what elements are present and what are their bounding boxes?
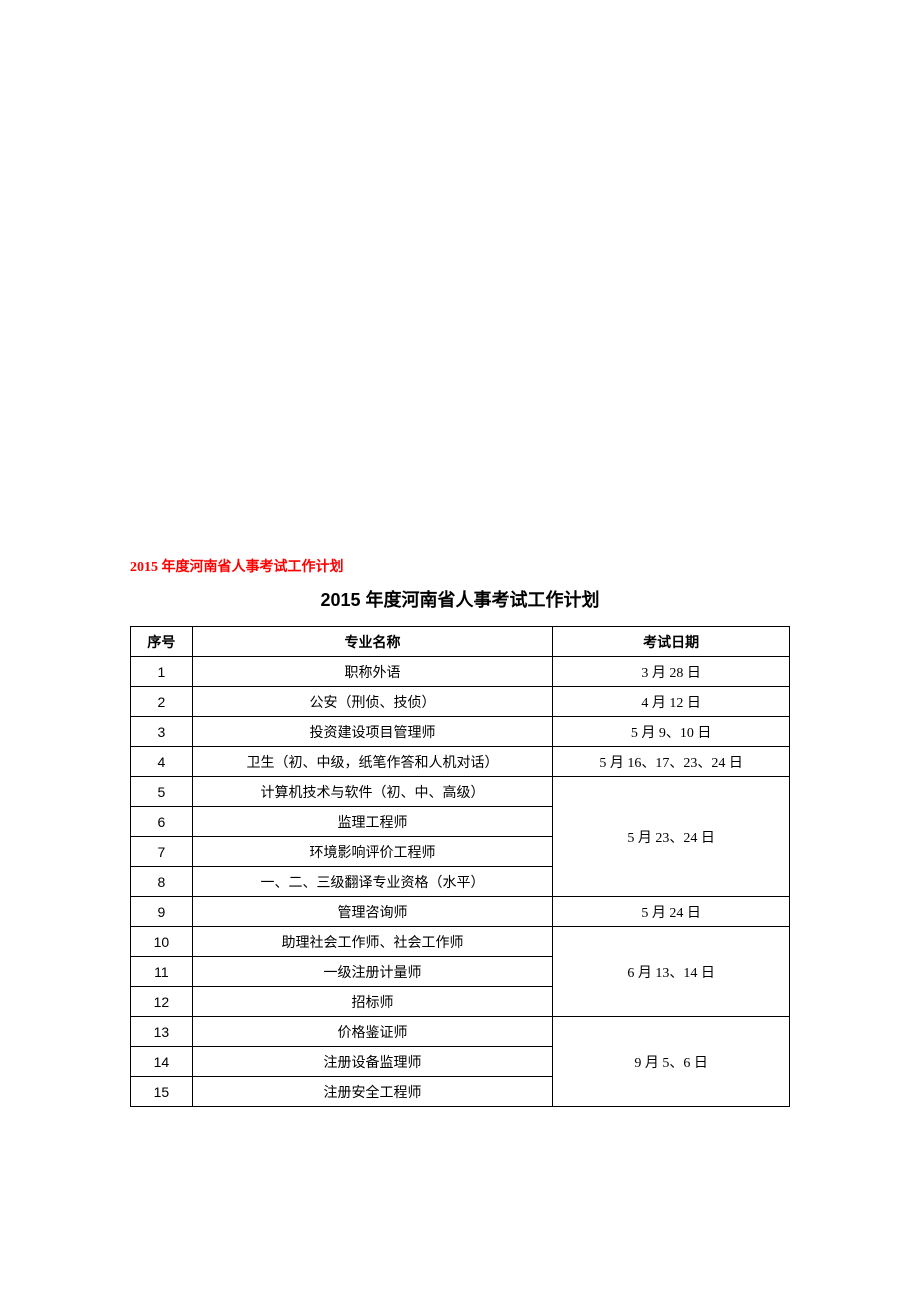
sub-title: 2015 年度河南省人事考试工作计划 xyxy=(130,556,790,576)
table-row: 2公安（刑侦、技侦）4 月 12 日 xyxy=(131,687,790,717)
table-row: 1职称外语3 月 28 日 xyxy=(131,657,790,687)
cell-seq: 4 xyxy=(131,747,193,777)
cell-date: 4 月 12 日 xyxy=(553,687,790,717)
cell-seq: 6 xyxy=(131,807,193,837)
cell-name: 管理咨询师 xyxy=(192,897,552,927)
cell-name: 卫生（初、中级，纸笔作答和人机对话） xyxy=(192,747,552,777)
table-row: 4卫生（初、中级，纸笔作答和人机对话）5 月 16、17、23、24 日 xyxy=(131,747,790,777)
cell-date: 3 月 28 日 xyxy=(553,657,790,687)
cell-date: 5 月 16、17、23、24 日 xyxy=(553,747,790,777)
cell-seq: 14 xyxy=(131,1047,193,1077)
cell-seq: 9 xyxy=(131,897,193,927)
table-header-row: 序号 专业名称 考试日期 xyxy=(131,627,790,657)
cell-name: 职称外语 xyxy=(192,657,552,687)
document-content: 2015 年度河南省人事考试工作计划 2015 年度河南省人事考试工作计划 序号… xyxy=(130,556,790,1107)
cell-name: 监理工程师 xyxy=(192,807,552,837)
cell-name: 注册安全工程师 xyxy=(192,1077,552,1107)
cell-seq: 11 xyxy=(131,957,193,987)
table-row: 13价格鉴证师9 月 5、6 日 xyxy=(131,1017,790,1047)
cell-date: 5 月 23、24 日 xyxy=(553,777,790,897)
main-title: 2015 年度河南省人事考试工作计划 xyxy=(130,586,790,612)
cell-seq: 8 xyxy=(131,867,193,897)
cell-seq: 2 xyxy=(131,687,193,717)
cell-name: 注册设备监理师 xyxy=(192,1047,552,1077)
cell-seq: 7 xyxy=(131,837,193,867)
cell-date: 5 月 24 日 xyxy=(553,897,790,927)
cell-date: 5 月 9、10 日 xyxy=(553,717,790,747)
cell-date: 6 月 13、14 日 xyxy=(553,927,790,1017)
cell-name: 投资建设项目管理师 xyxy=(192,717,552,747)
header-seq: 序号 xyxy=(131,627,193,657)
header-name: 专业名称 xyxy=(192,627,552,657)
table-row: 9管理咨询师5 月 24 日 xyxy=(131,897,790,927)
header-date: 考试日期 xyxy=(553,627,790,657)
exam-schedule-table: 序号 专业名称 考试日期 1职称外语3 月 28 日2公安（刑侦、技侦）4 月 … xyxy=(130,626,790,1107)
cell-name: 公安（刑侦、技侦） xyxy=(192,687,552,717)
cell-date: 9 月 5、6 日 xyxy=(553,1017,790,1107)
cell-name: 助理社会工作师、社会工作师 xyxy=(192,927,552,957)
cell-name: 价格鉴证师 xyxy=(192,1017,552,1047)
cell-seq: 13 xyxy=(131,1017,193,1047)
cell-seq: 10 xyxy=(131,927,193,957)
table-row: 3投资建设项目管理师5 月 9、10 日 xyxy=(131,717,790,747)
cell-seq: 1 xyxy=(131,657,193,687)
table-row: 10助理社会工作师、社会工作师6 月 13、14 日 xyxy=(131,927,790,957)
cell-seq: 12 xyxy=(131,987,193,1017)
cell-name: 环境影响评价工程师 xyxy=(192,837,552,867)
table-body: 1职称外语3 月 28 日2公安（刑侦、技侦）4 月 12 日3投资建设项目管理… xyxy=(131,657,790,1107)
cell-name: 计算机技术与软件（初、中、高级） xyxy=(192,777,552,807)
table-row: 5计算机技术与软件（初、中、高级）5 月 23、24 日 xyxy=(131,777,790,807)
cell-name: 一级注册计量师 xyxy=(192,957,552,987)
cell-name: 一、二、三级翻译专业资格（水平） xyxy=(192,867,552,897)
cell-seq: 15 xyxy=(131,1077,193,1107)
cell-name: 招标师 xyxy=(192,987,552,1017)
cell-seq: 5 xyxy=(131,777,193,807)
cell-seq: 3 xyxy=(131,717,193,747)
